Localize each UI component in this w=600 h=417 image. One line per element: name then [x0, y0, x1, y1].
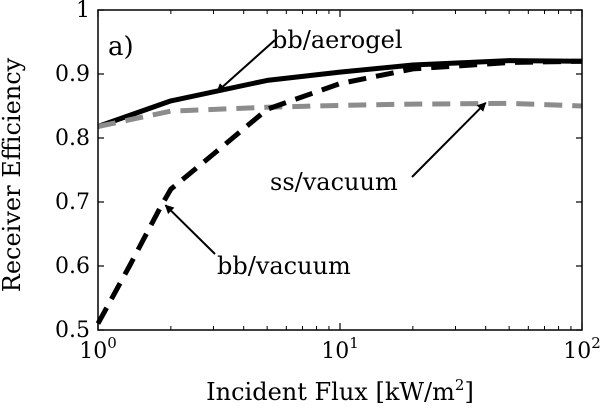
- arrow-bb-aerogel: [216, 39, 276, 93]
- x-tick-label: 101: [321, 334, 359, 364]
- y-tick-label: 0.5: [55, 318, 90, 343]
- y-tick-label: 1: [76, 0, 90, 23]
- x-tick-label: 100: [79, 334, 117, 364]
- annotation-bb-aerogel: bb/aerogel: [272, 26, 403, 54]
- series-line-bb-aerogel: [97, 58, 583, 129]
- annotation-ss-vacuum: ss/vacuum: [270, 168, 398, 196]
- y-axis-label: Receiver Efficiency: [0, 57, 26, 292]
- x-tick-label: 102: [563, 334, 600, 364]
- x-axis-label: Incident Flux [kW/m2]: [206, 376, 474, 406]
- series-line-bb-vacuum: [95, 58, 583, 325]
- y-tick-label: 0.7: [55, 190, 90, 215]
- y-tick-label: 0.6: [55, 254, 90, 279]
- series-line-ss-vacuum: [97, 100, 583, 129]
- arrow-bb-vacuum: [164, 204, 216, 255]
- y-tick-label: 0.8: [55, 126, 90, 151]
- annotation-bb-vacuum: bb/vacuum: [217, 252, 351, 280]
- panel-label: a): [108, 32, 134, 62]
- axis-ticks: 0.5 0.6 0.7 0.8 0.9 1 100 101 102: [55, 0, 600, 364]
- annotations: bb/aerogel ss/vacuum bb/vacuum: [164, 26, 487, 280]
- series-layer: [95, 58, 583, 325]
- y-tick-label: 0.9: [55, 62, 90, 87]
- arrow-ss-vacuum: [411, 102, 487, 178]
